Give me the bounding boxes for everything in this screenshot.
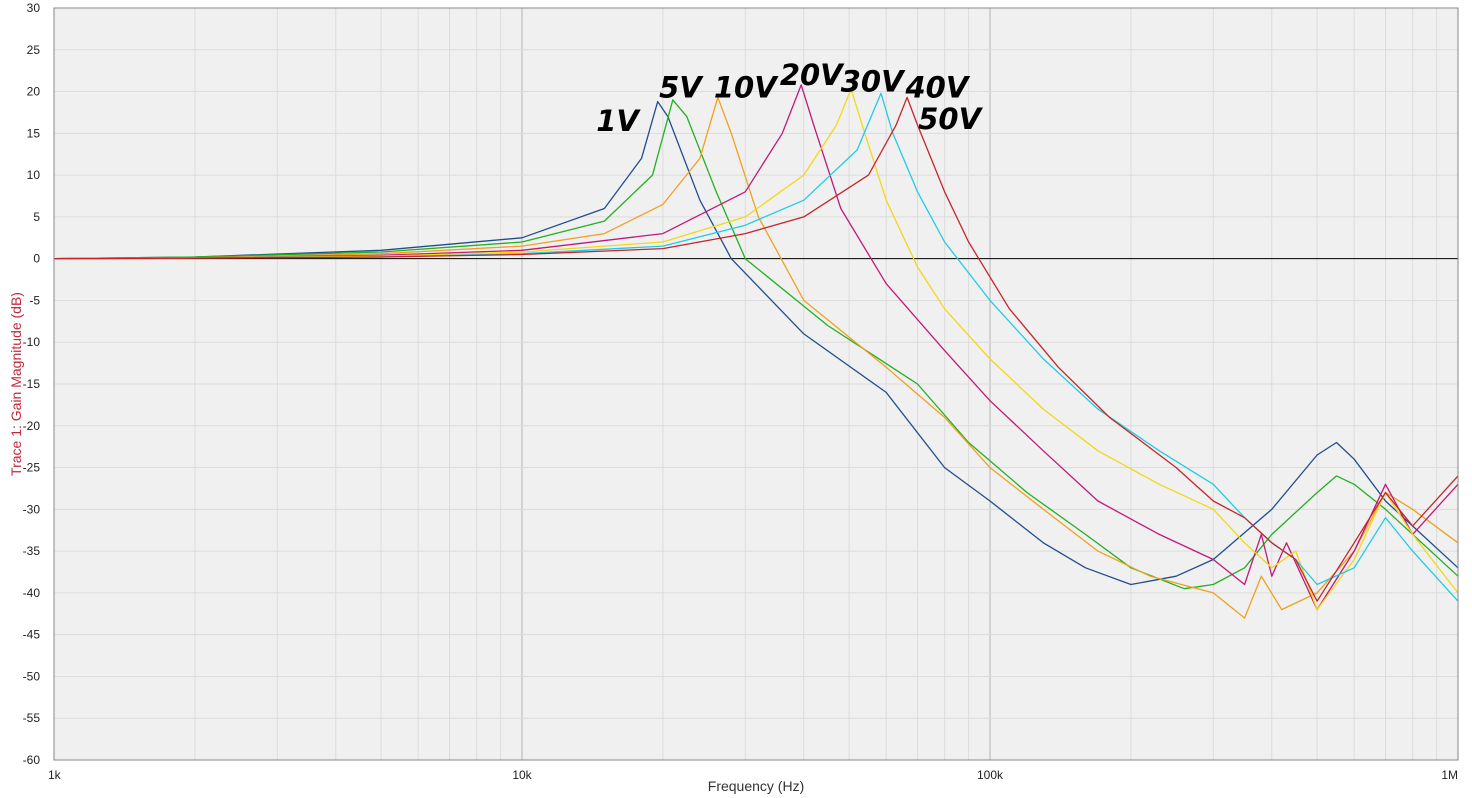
series-line-1v: [53, 100, 1459, 586]
y-tick-label: -20: [23, 419, 41, 433]
series-line-50v: [53, 96, 1459, 602]
y-tick-label: 30: [27, 1, 41, 15]
y-tick-label: 5: [33, 210, 40, 224]
series-line-30v: [53, 88, 1459, 611]
series-line-40v: [53, 92, 1459, 602]
x-tick-label: 10k: [512, 768, 532, 782]
y-tick-label: 10: [27, 168, 41, 182]
annotation-1v: 1V: [596, 104, 641, 138]
y-tick-label: -35: [23, 544, 41, 558]
annotation-5v: 5V: [659, 70, 704, 104]
y-tick-label: -55: [23, 711, 41, 725]
plot-frame: [53, 7, 1459, 761]
annotation-10v: 10V: [714, 70, 779, 104]
x-tick-label: 1k: [48, 768, 62, 782]
series-line-5v: [53, 99, 1459, 590]
annotation-40v: 40V: [904, 70, 970, 104]
y-tick-label: -15: [23, 377, 41, 391]
y-tick-label: -25: [23, 461, 41, 475]
y-tick-label: -60: [23, 753, 41, 767]
y-axis-title: Trace 1: Gain Magnitude (dB): [8, 292, 24, 476]
y-tick-label: -45: [23, 628, 41, 642]
x-axis-title: Frequency (Hz): [708, 778, 804, 794]
y-tick-labels: 30 25 20 15 10 5 0 -5 -10 -15 -20 -25 -30 -35 -40 -45 -5…: [23, 1, 41, 767]
y-tick-label: -50: [23, 669, 41, 683]
series-line-20v: [53, 84, 1459, 611]
y-tick-label: 25: [27, 43, 41, 57]
y-tick-label: 15: [27, 126, 41, 140]
annotation-50v: 50V: [918, 102, 983, 136]
x-tick-label: 1M: [1441, 768, 1458, 782]
y-tick-label: 0: [33, 252, 40, 266]
y-tick-label: -10: [23, 335, 41, 349]
y-tick-label: 20: [27, 85, 41, 99]
annotation-30v: 30V: [841, 65, 906, 99]
annotation-20v: 20V: [780, 58, 845, 92]
y-tick-label: -40: [23, 586, 41, 600]
y-tick-label: -30: [23, 502, 41, 516]
y-tick-label: -5: [29, 293, 40, 307]
x-tick-labels: 1k 10k 100k 1M: [48, 768, 1458, 782]
series-layer: [53, 84, 1459, 619]
x-tick-label: 100k: [977, 768, 1004, 782]
